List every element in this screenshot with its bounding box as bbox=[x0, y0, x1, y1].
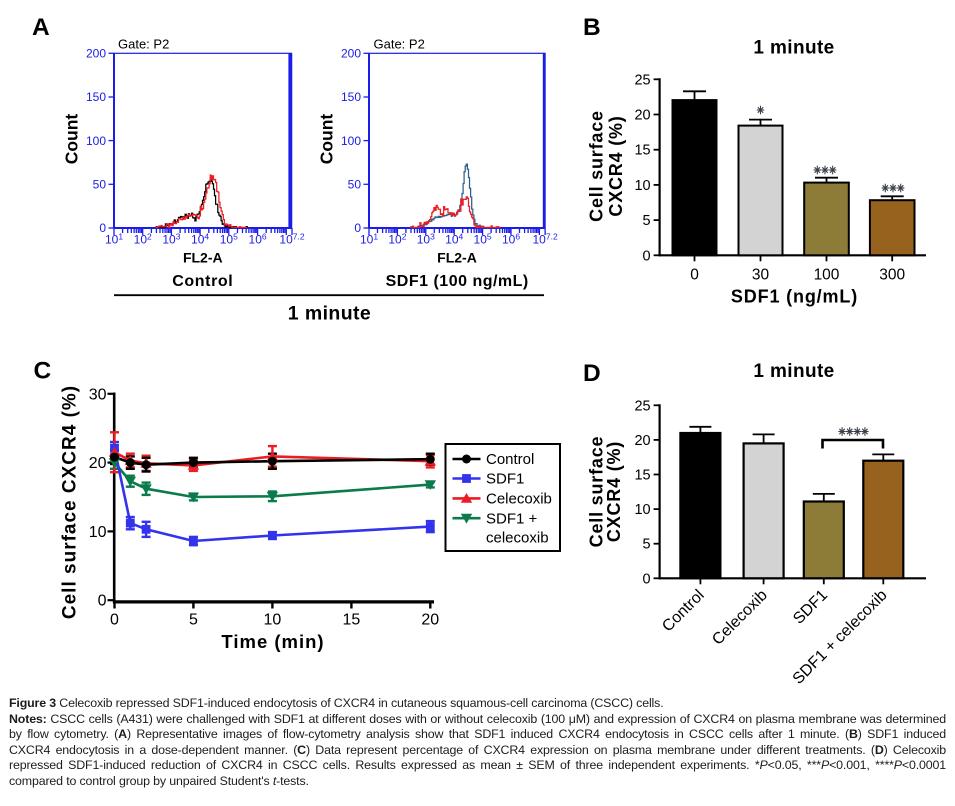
svg-text:200: 200 bbox=[341, 47, 361, 61]
svg-text:103: 103 bbox=[162, 232, 180, 247]
svg-text:20: 20 bbox=[421, 612, 439, 629]
svg-text:15: 15 bbox=[343, 612, 361, 629]
svg-text:15: 15 bbox=[634, 468, 650, 484]
svg-text:5: 5 bbox=[643, 537, 651, 553]
svg-text:celecoxib: celecoxib bbox=[486, 530, 549, 547]
svg-text:1 minute: 1 minute bbox=[753, 38, 834, 59]
svg-text:0: 0 bbox=[643, 571, 651, 587]
svg-text:0: 0 bbox=[690, 267, 699, 284]
svg-text:0: 0 bbox=[99, 221, 106, 235]
svg-text:D: D bbox=[583, 360, 601, 387]
svg-text:1 minute: 1 minute bbox=[753, 361, 834, 382]
svg-text:102: 102 bbox=[134, 232, 152, 247]
svg-text:20: 20 bbox=[634, 433, 650, 449]
svg-text:0: 0 bbox=[354, 221, 361, 235]
svg-text:5: 5 bbox=[189, 612, 198, 629]
svg-text:Gate: P2: Gate: P2 bbox=[374, 37, 425, 52]
svg-text:Control: Control bbox=[172, 273, 233, 290]
svg-text:100: 100 bbox=[814, 267, 840, 284]
svg-text:Count: Count bbox=[62, 114, 82, 165]
svg-text:107.2: 107.2 bbox=[279, 232, 304, 247]
svg-text:Celecoxib: Celecoxib bbox=[709, 587, 771, 649]
svg-text:100: 100 bbox=[86, 134, 106, 148]
svg-text:104: 104 bbox=[445, 232, 463, 247]
svg-text:Cell surface: Cell surface bbox=[587, 110, 607, 222]
svg-text:CXCR4 (%): CXCR4 (%) bbox=[606, 115, 626, 216]
svg-text:CXCR4 (%): CXCR4 (%) bbox=[604, 441, 624, 542]
svg-text:300: 300 bbox=[879, 267, 905, 284]
svg-text:30: 30 bbox=[752, 267, 770, 284]
svg-text:25: 25 bbox=[634, 398, 650, 414]
svg-text:101: 101 bbox=[105, 232, 123, 247]
svg-text:0: 0 bbox=[643, 248, 651, 264]
svg-text:10: 10 bbox=[634, 502, 650, 518]
svg-text:B: B bbox=[583, 14, 601, 41]
svg-text:30: 30 bbox=[89, 386, 107, 403]
svg-text:FL2-A: FL2-A bbox=[183, 250, 223, 266]
svg-text:5: 5 bbox=[643, 213, 651, 229]
svg-text:Gate: P2: Gate: P2 bbox=[118, 37, 169, 52]
svg-text:0: 0 bbox=[110, 612, 119, 629]
svg-text:105: 105 bbox=[220, 232, 238, 247]
svg-text:100: 100 bbox=[341, 134, 361, 148]
svg-text:1 minute: 1 minute bbox=[288, 303, 371, 325]
svg-text:50: 50 bbox=[348, 178, 362, 192]
svg-text:101: 101 bbox=[360, 232, 378, 247]
svg-text:105: 105 bbox=[474, 232, 492, 247]
svg-text:50: 50 bbox=[93, 178, 107, 192]
svg-text:SDF1: SDF1 bbox=[790, 587, 831, 628]
svg-text:102: 102 bbox=[388, 232, 406, 247]
svg-text:106: 106 bbox=[502, 232, 520, 247]
svg-text:0: 0 bbox=[98, 593, 107, 610]
svg-text:Cell surface CXCR4 (%): Cell surface CXCR4 (%) bbox=[60, 385, 81, 619]
svg-text:104: 104 bbox=[191, 232, 209, 247]
svg-text:C: C bbox=[34, 358, 52, 385]
svg-text:150: 150 bbox=[86, 90, 106, 104]
svg-text:SDF1 +: SDF1 + bbox=[486, 510, 538, 527]
svg-text:FL2-A: FL2-A bbox=[437, 250, 477, 266]
svg-text:25: 25 bbox=[634, 72, 650, 88]
svg-text:SDF1 (ng/mL): SDF1 (ng/mL) bbox=[731, 287, 858, 307]
svg-text:10: 10 bbox=[89, 524, 107, 541]
svg-text:A: A bbox=[32, 14, 50, 41]
svg-text:10: 10 bbox=[634, 178, 650, 194]
svg-text:Control: Control bbox=[486, 451, 534, 468]
svg-text:150: 150 bbox=[341, 90, 361, 104]
svg-text:Control: Control bbox=[659, 587, 707, 635]
svg-text:107.2: 107.2 bbox=[533, 232, 558, 247]
svg-text:Celecoxib: Celecoxib bbox=[486, 491, 552, 508]
svg-text:20: 20 bbox=[634, 108, 650, 124]
svg-text:Count: Count bbox=[317, 114, 337, 165]
svg-text:15: 15 bbox=[634, 143, 650, 159]
svg-text:SDF1 (100 ng/mL): SDF1 (100 ng/mL) bbox=[386, 273, 529, 290]
svg-text:Time (min): Time (min) bbox=[221, 631, 324, 652]
svg-text:SDF1: SDF1 bbox=[486, 471, 524, 488]
svg-text:106: 106 bbox=[249, 232, 267, 247]
svg-text:Cell surface: Cell surface bbox=[587, 436, 607, 548]
svg-text:200: 200 bbox=[86, 47, 106, 61]
svg-text:10: 10 bbox=[264, 612, 282, 629]
svg-text:20: 20 bbox=[89, 455, 107, 472]
svg-text:103: 103 bbox=[417, 232, 435, 247]
